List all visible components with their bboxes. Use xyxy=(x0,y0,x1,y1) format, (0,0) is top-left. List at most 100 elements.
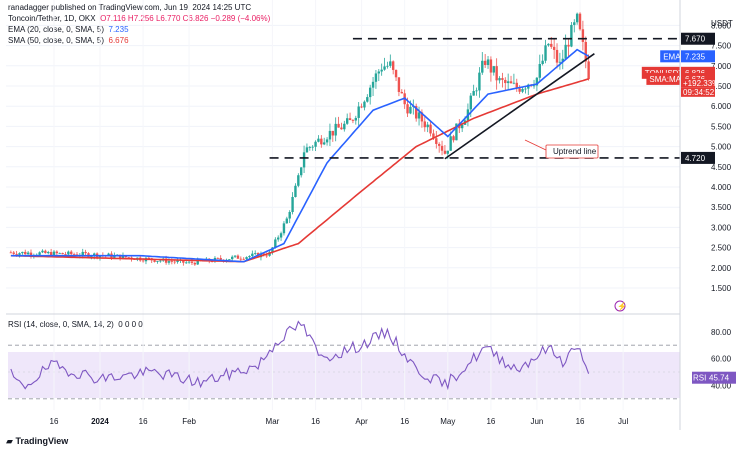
price-extra-label: 09:34:52 xyxy=(683,88,715,97)
candle xyxy=(311,146,314,148)
tradingview-logo[interactable]: ▰ TradingView xyxy=(6,436,68,447)
x-tick-label: 16 xyxy=(311,417,320,426)
candle xyxy=(282,223,286,234)
candle xyxy=(239,258,243,260)
price-tick-label: 3.500 xyxy=(711,203,732,212)
publisher-line: ranadagger published on TradingView.com,… xyxy=(8,3,251,13)
candle xyxy=(337,123,340,128)
rsi-tag-value: 45.74 xyxy=(709,374,730,383)
ema-legend-label[interactable]: EMA (20, close, 0, SMA, 5) xyxy=(8,25,105,34)
candle xyxy=(167,261,171,263)
rsi-legend-label[interactable]: RSI (14, close, 0, SMA, 14, 2) xyxy=(8,320,114,329)
price-tag-prefix-bg xyxy=(660,50,680,63)
candle xyxy=(84,251,87,254)
price-extra-label: +192.33% xyxy=(683,79,719,88)
candle xyxy=(429,124,432,134)
candle xyxy=(357,106,360,118)
rsi-line xyxy=(10,320,590,391)
candle xyxy=(294,185,297,197)
candle xyxy=(268,252,271,256)
candle xyxy=(354,117,358,121)
candle xyxy=(492,66,495,73)
candle xyxy=(360,106,363,108)
price-tag-label: 7.235 xyxy=(685,52,706,61)
candle xyxy=(581,29,585,42)
candle xyxy=(61,252,64,255)
candle xyxy=(397,77,401,92)
candle xyxy=(26,252,30,255)
candle xyxy=(345,118,349,124)
candle xyxy=(18,253,21,255)
x-tick-label: 2024 xyxy=(91,417,109,426)
candle xyxy=(552,46,556,50)
candle xyxy=(443,150,447,154)
candle xyxy=(535,77,539,86)
price-tag-bg xyxy=(681,50,715,63)
candle xyxy=(575,13,579,23)
ohlc-values: O7.116 H7.256 L6.770 C6.826 −0.289 (−4.0… xyxy=(100,14,271,23)
lightning-icon[interactable] xyxy=(614,300,626,312)
candle xyxy=(320,138,323,145)
ema20-line xyxy=(10,48,590,263)
candle xyxy=(432,133,435,139)
symbol-name[interactable]: Toncoin/Tether, 1D, OKX xyxy=(8,14,96,23)
candle xyxy=(423,121,426,128)
candle xyxy=(377,71,381,74)
candle xyxy=(291,196,294,213)
candle xyxy=(47,252,50,254)
candle xyxy=(187,261,191,263)
candle xyxy=(343,123,346,130)
rsi-tag-prefix-bg xyxy=(692,371,706,384)
candle xyxy=(159,260,162,262)
candle xyxy=(472,91,475,96)
candle xyxy=(371,81,375,88)
candle xyxy=(236,255,240,259)
uptrend-label-box xyxy=(545,144,599,159)
price-tick-label: 2.000 xyxy=(711,264,732,273)
candle xyxy=(328,130,332,140)
candle xyxy=(176,260,179,263)
price-tick-label: 4.500 xyxy=(711,163,732,172)
x-tick-label: 16 xyxy=(139,417,148,426)
candle xyxy=(363,101,366,108)
x-tick-label: Jun xyxy=(530,417,543,426)
x-tick-label: Feb xyxy=(182,417,196,426)
candle xyxy=(567,44,570,47)
candle xyxy=(55,251,59,254)
candle xyxy=(274,239,277,248)
candle xyxy=(9,252,13,254)
candle xyxy=(153,260,156,262)
candle xyxy=(170,261,174,262)
candle xyxy=(521,88,524,92)
price-tick-label: 4.000 xyxy=(711,183,732,192)
candle xyxy=(587,61,590,80)
uptrend-line[interactable] xyxy=(444,53,595,160)
candle xyxy=(297,175,300,186)
x-tick-label: Jul xyxy=(618,417,628,426)
lightning-glyph: ⚡ xyxy=(617,301,627,311)
candle xyxy=(44,250,47,254)
candle xyxy=(547,43,550,46)
candle xyxy=(251,253,254,257)
candle xyxy=(279,233,283,238)
candle xyxy=(64,254,67,255)
candle xyxy=(196,259,199,265)
candle xyxy=(512,82,516,84)
candle xyxy=(391,61,395,70)
candle xyxy=(538,64,541,78)
candle xyxy=(584,41,587,62)
price-tag-prefix-bg xyxy=(646,72,680,85)
candle xyxy=(368,87,372,98)
candle xyxy=(498,78,501,81)
sma50-line xyxy=(10,78,589,263)
ema-legend-value: 7.235 xyxy=(108,25,129,34)
sma-legend-label[interactable]: SMA (50, close, 0, SMA, 5) xyxy=(8,36,105,45)
candle xyxy=(518,88,521,92)
price-tag-label: 7.670 xyxy=(685,35,706,44)
candle xyxy=(38,252,41,255)
candle xyxy=(414,106,418,119)
candle xyxy=(141,260,145,262)
candle xyxy=(21,251,24,254)
candle xyxy=(173,261,176,263)
